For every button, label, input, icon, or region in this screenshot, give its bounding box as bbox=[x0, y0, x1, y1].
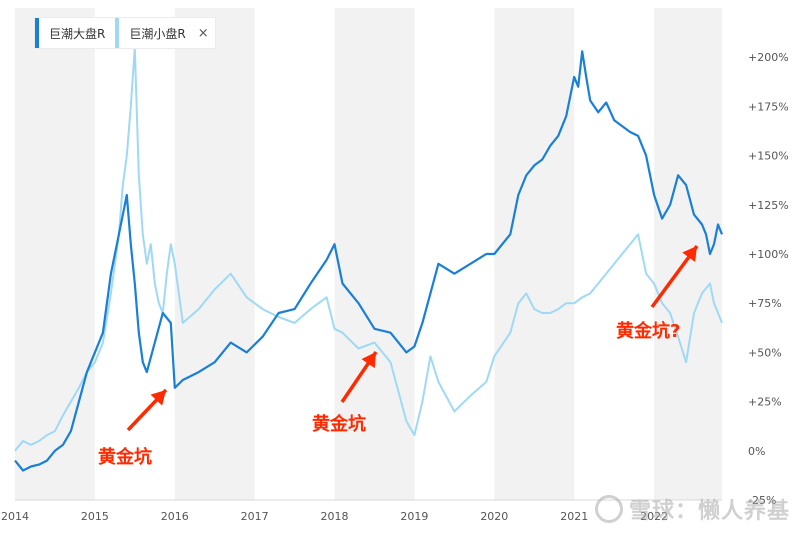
y-tick-label: +200% bbox=[748, 51, 789, 64]
series-line-1 bbox=[14, 50, 724, 472]
x-tick-label: 2017 bbox=[241, 510, 269, 523]
watermark: 雪球：懒人养基 bbox=[594, 493, 790, 525]
x-tick-label: 2019 bbox=[400, 510, 428, 523]
series-line-2 bbox=[14, 46, 723, 452]
close-icon[interactable]: × bbox=[197, 25, 209, 41]
legend-item-series1[interactable]: 巨潮大盘R bbox=[35, 18, 115, 48]
annotation-arrow-head bbox=[361, 352, 376, 369]
snowball-logo-icon bbox=[594, 495, 623, 523]
y-tick-label: +125% bbox=[748, 199, 789, 212]
x-tick-label: 2015 bbox=[81, 510, 109, 523]
y-tick-label: +25% bbox=[748, 396, 782, 409]
legend-label-series1: 巨潮大盘R bbox=[49, 26, 106, 41]
x-tick-label: 2016 bbox=[161, 510, 189, 523]
year-bands bbox=[15, 8, 722, 500]
year-band-2018 bbox=[334, 8, 415, 500]
annotation-arrow-head bbox=[682, 246, 697, 263]
y-tick-label: +50% bbox=[748, 346, 782, 359]
year-band-2016 bbox=[174, 8, 255, 500]
y-tick-label: +100% bbox=[748, 248, 789, 261]
annotation-label: 黄金坑 bbox=[98, 446, 152, 468]
series-lines bbox=[14, 46, 724, 472]
annotation-arrow-head bbox=[150, 390, 166, 406]
y-tick-label: +150% bbox=[748, 150, 789, 163]
y-axis: +200% +175% +150% +125% +100% +75% +50% +25% 0% -… bbox=[748, 51, 789, 507]
y-tick-label: 0% bbox=[748, 445, 765, 458]
y-tick-label: -25% bbox=[748, 494, 776, 507]
year-band-2014 bbox=[15, 8, 95, 500]
legend-label-series2: 巨潮小盘R bbox=[129, 26, 186, 41]
y-tick-label: +175% bbox=[748, 100, 789, 113]
x-tick-label: 2022 bbox=[640, 510, 668, 523]
annotation-label: 黄金坑? bbox=[616, 320, 680, 342]
x-tick-label: 2020 bbox=[480, 510, 508, 523]
legend-swatch-series1 bbox=[35, 18, 39, 48]
y-tick-label: +75% bbox=[748, 297, 782, 310]
x-axis: 2014 2015 2016 2017 2018 2019 2020 2021 2022 bbox=[1, 499, 722, 523]
x-tick-label: 2014 bbox=[1, 510, 29, 523]
legend-swatch-series2 bbox=[115, 18, 120, 48]
legend: 巨潮大盘R 巨潮小盘R × bbox=[34, 17, 216, 49]
watermark-text: 雪球：懒人养基 bbox=[628, 499, 790, 524]
x-tick-label: 2021 bbox=[560, 510, 588, 523]
annotation-label: 黄金坑 bbox=[312, 413, 366, 435]
legend-item-series2[interactable]: 巨潮小盘R bbox=[115, 18, 195, 48]
x-tick-label: 2018 bbox=[321, 510, 349, 523]
year-band-2020 bbox=[494, 8, 575, 500]
